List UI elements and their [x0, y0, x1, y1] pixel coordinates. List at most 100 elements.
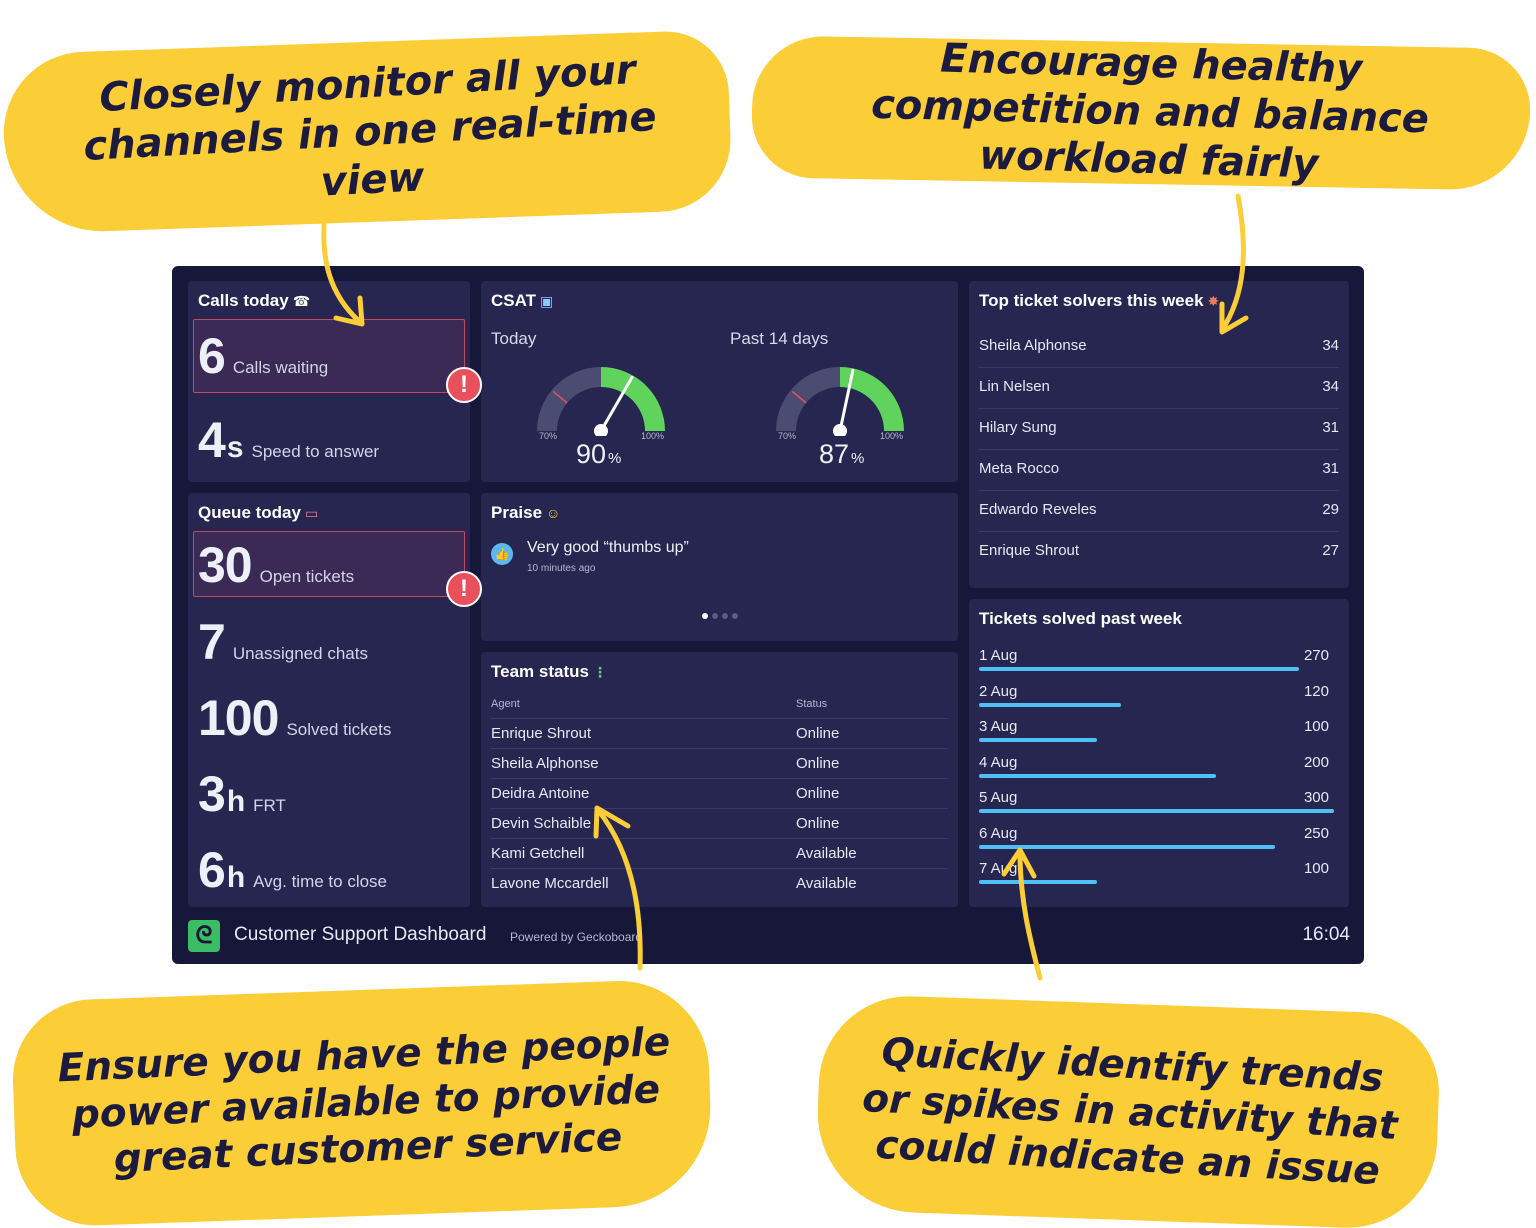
solved-tickets-metric: 100 Solved tickets	[198, 693, 391, 743]
gauge-track	[776, 367, 841, 432]
speed-value: 4	[198, 412, 226, 468]
bar-category-label: 1 Aug	[979, 647, 1018, 664]
callout-top-right-text: Encourage healthy competition and balanc…	[870, 35, 1430, 188]
speed-unit: s	[226, 431, 244, 464]
bar-category-label: 4 Aug	[979, 753, 1018, 771]
bar-category-label: 7 Aug	[979, 860, 1018, 877]
carousel-dot[interactable]	[701, 613, 708, 619]
gauge-needle	[599, 375, 634, 433]
gauge-today-min: 70%	[539, 431, 558, 441]
callout-bottom-right-text: Quickly identify trends or spikes in act…	[861, 1029, 1399, 1195]
bar-row: 4 Aug 200	[979, 754, 1329, 790]
gauge-threshold-marker	[552, 390, 568, 404]
clock: 16:04	[1302, 924, 1350, 945]
gauge-needle	[838, 368, 855, 433]
table-row: Devin Schaible Online	[491, 808, 948, 838]
table-row: Enrique Shrout Online	[491, 718, 948, 748]
table-row: Kami Getchell Available	[491, 838, 948, 868]
list-item: Lin Nelsen 34	[979, 368, 1339, 409]
list-item: Hilary Sung 31	[979, 409, 1339, 450]
list-item: Sheila Alphonse 34	[979, 327, 1339, 368]
carousel-dot[interactable]	[711, 613, 718, 619]
tickets-chart-panel: Tickets solved past week 1 Aug 270 2 Aug 12…	[969, 599, 1349, 907]
bar	[979, 809, 1334, 813]
telephone-icon: ☎	[292, 293, 311, 309]
solved-label: Solved tickets	[286, 720, 392, 739]
alert-icon: !	[446, 571, 482, 607]
avg-close-metric: 6 h Avg. time to close	[198, 845, 387, 895]
calls-waiting-label: Calls waiting	[232, 358, 329, 377]
open-tickets-label: Open tickets	[259, 567, 355, 586]
gauge-today-value: 90%	[576, 439, 622, 469]
close-unit: h	[226, 861, 246, 894]
frt-metric: 3 h FRT	[198, 769, 286, 819]
bar-row: 7 Aug 100	[979, 860, 1329, 896]
bar-value-label: 270	[1303, 647, 1329, 664]
team-status-title: Team status ⋮	[491, 662, 607, 681]
bar	[979, 702, 1121, 707]
speed-to-answer-metric: 4 s Speed to answer	[198, 415, 379, 465]
gauge-track	[537, 367, 602, 432]
list-item: Enrique Shrout 27	[979, 542, 1339, 559]
bar-value-label: 100	[1303, 860, 1329, 877]
ticket-icon: ▭	[304, 505, 319, 521]
bar	[979, 880, 1098, 884]
ballot-box-icon: ▣	[540, 293, 554, 309]
carousel-dots[interactable]	[481, 613, 958, 619]
open-tickets-value: 30	[198, 537, 253, 593]
calls-waiting-value: 6	[198, 328, 226, 384]
frt-unit: h	[226, 785, 246, 818]
callout-bottom-left-text: Ensure you have the people power availab…	[56, 1019, 672, 1183]
list-item: Edwardo Reveles 29	[979, 491, 1339, 532]
bar-category-label: 2 Aug	[979, 682, 1018, 700]
chart-title: Tickets solved past week	[979, 609, 1182, 628]
dashboard-title: Customer Support Dashboard	[234, 924, 487, 945]
bar-category-label: 6 Aug	[979, 824, 1018, 842]
collision-icon: ✸	[1207, 293, 1220, 309]
leaderboard-panel: Top ticket solvers this week ✸ Sheila Alp…	[969, 281, 1349, 588]
unassigned-label: Unassigned chats	[232, 644, 368, 663]
list-item: Meta Rocco 31	[979, 450, 1339, 491]
bar-row: 2 Aug 120	[979, 683, 1329, 719]
bar-value-label: 300	[1303, 789, 1329, 806]
speed-label: Speed to answer	[251, 442, 380, 461]
leaderboard-title: Top ticket solvers this week ✸	[979, 291, 1220, 310]
dashboard: Calls today ☎ 6 Calls waiting ! 4 s Speed…	[172, 266, 1364, 964]
gauge-hub	[833, 424, 847, 436]
col-status: Status	[796, 698, 828, 710]
table-row: Sheila Alphonse Online	[491, 748, 948, 778]
gauge-past-value: 87%	[819, 439, 865, 469]
bar-value-label: 250	[1303, 824, 1329, 842]
open-tickets-alert	[193, 531, 465, 597]
col-agent: Agent	[491, 698, 520, 710]
bar-row: 1 Aug 270	[979, 647, 1329, 683]
gauge-today-label: Today	[491, 329, 537, 348]
traffic-light-icon: ⋮	[592, 664, 607, 680]
bar-value-label: 120	[1303, 682, 1329, 700]
team-status-panel: Team status ⋮ Agent Status Enrique Shrout…	[481, 652, 958, 907]
gauge-past-max: 100%	[880, 431, 904, 441]
calls-panel: Calls today ☎ 6 Calls waiting ! 4 s Speed…	[188, 281, 482, 482]
open-tickets-metric: 30 Open tickets	[198, 540, 354, 590]
praise-title: Praise ☺	[491, 503, 561, 522]
gauge-past-min: 70%	[778, 431, 797, 441]
csat-title: CSAT ▣	[491, 291, 554, 310]
carousel-dot[interactable]	[721, 613, 728, 619]
alert-icon: !	[446, 367, 482, 403]
bar	[979, 773, 1216, 778]
star-struck-icon: ☺	[546, 505, 561, 521]
bar	[979, 738, 1098, 742]
bar-row: 5 Aug 300	[979, 789, 1334, 825]
calls-waiting-metric: 6 Calls waiting	[198, 331, 328, 381]
gauge-today	[537, 367, 665, 436]
gauge-hub	[594, 424, 608, 436]
carousel-dot[interactable]	[731, 613, 738, 619]
close-value: 6	[198, 842, 226, 898]
table-row: Deidra Antoine Online	[491, 778, 948, 808]
bar-row: 6 Aug 250	[979, 825, 1329, 861]
bar-category-label: 5 Aug	[979, 789, 1018, 806]
queue-panel: Queue today ▭ 30 Open tickets ! 7 Unassig…	[188, 493, 482, 907]
bar-value-label: 100	[1303, 718, 1329, 735]
solved-value: 100	[198, 690, 279, 746]
bar-row: 3 Aug 100	[979, 718, 1329, 754]
